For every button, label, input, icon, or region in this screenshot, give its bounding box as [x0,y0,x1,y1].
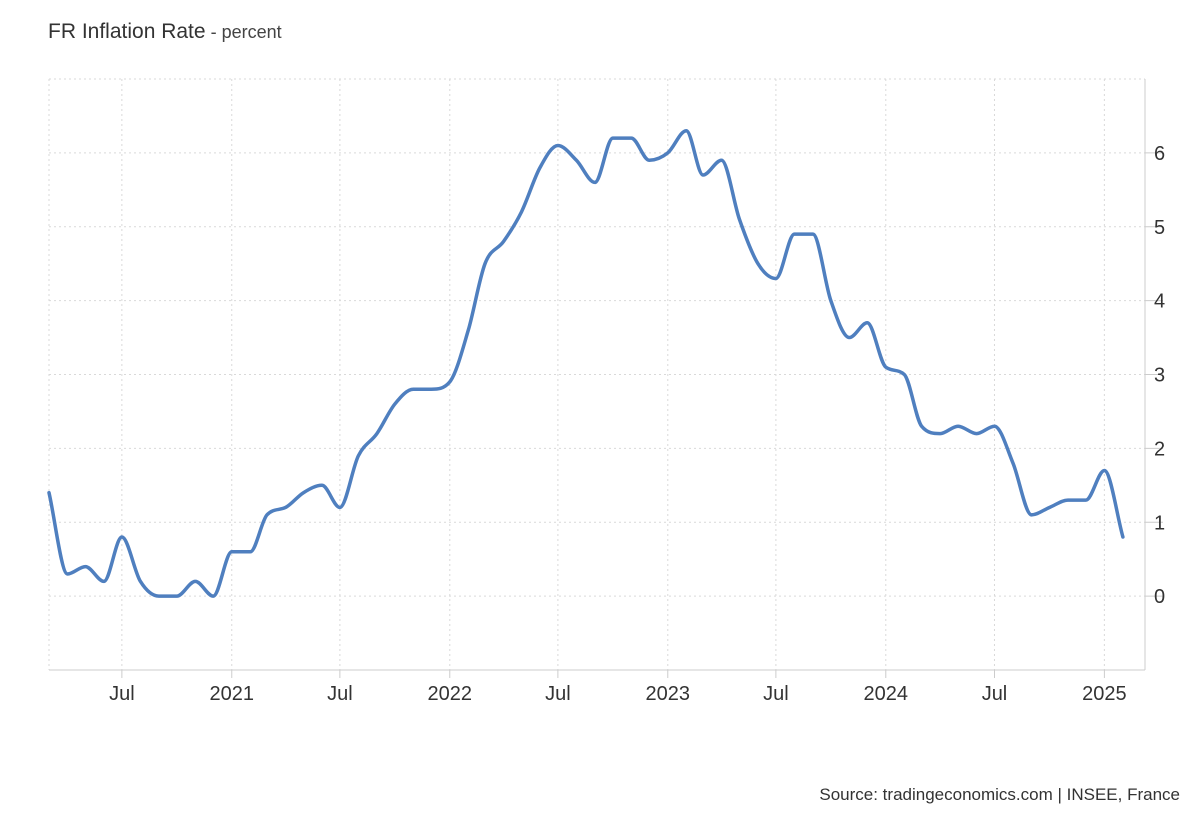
y-tick-label: 3 [1154,365,1165,387]
data-point [629,136,633,140]
x-tick-label: 2023 [646,683,691,705]
data-point [193,579,197,583]
grid-lines [48,78,1145,670]
data-point [1011,461,1015,465]
data-point [574,158,578,162]
data-point [593,180,597,184]
data-point [284,505,288,509]
x-tick-label: Jul [545,683,571,705]
data-point [1102,469,1106,473]
axes [49,79,1163,678]
data-point [375,432,379,436]
data-point [556,143,560,147]
data-point [265,513,269,517]
chart-unit: percent [221,22,282,42]
data-point [83,565,87,569]
x-tick-label: 2021 [210,683,255,705]
x-tick-label: Jul [763,683,789,705]
data-point [429,387,433,391]
data-point [519,210,523,214]
data-point [230,550,234,554]
y-tick-label: 5 [1154,217,1165,239]
data-point [920,424,924,428]
x-tick-label: 2025 [1082,683,1127,705]
chart-title: FR Inflation Rate - percent [48,20,282,44]
data-point [847,336,851,340]
data-point [737,217,741,221]
y-tick-label: 2 [1154,438,1165,460]
inflation-series-line [47,128,1125,598]
tick-labels: 0 1 2 3 4 5 6 Jul 2021 Jul 2022 Jul 2023 Jul 2024 Jul 20… [109,143,1165,705]
y-tick-label: 1 [1154,512,1165,534]
data-point [1084,498,1088,502]
data-point [538,166,542,170]
data-point [175,594,179,598]
data-point [483,262,487,266]
data-point [829,299,833,303]
data-point [647,158,651,162]
data-point [1121,535,1125,539]
data-point [701,173,705,177]
data-point [502,240,506,244]
data-point [975,432,979,436]
data-point [356,454,360,458]
data-point [120,535,124,539]
data-point [666,151,670,155]
data-point [211,594,215,598]
data-point [66,572,70,576]
data-point [393,402,397,406]
data-point [411,387,415,391]
data-point [720,158,724,162]
data-point [992,424,996,428]
data-point [157,594,161,598]
data-point [466,328,470,332]
y-tick-label: 4 [1154,291,1165,313]
data-point [102,579,106,583]
x-tick-label: Jul [982,683,1008,705]
data-point [1030,513,1034,517]
data-point [865,321,869,325]
data-point [792,232,796,236]
data-point [938,432,942,436]
series-layer [47,128,1125,598]
x-tick-label: Jul [109,683,135,705]
data-point [884,365,888,369]
source-note: Source: tradingeconomics.com | INSEE, Fr… [819,785,1180,804]
x-tick-label: Jul [327,683,353,705]
data-point [684,129,688,133]
data-point [320,483,324,487]
data-point [248,550,252,554]
data-point [1066,498,1070,502]
chart-title-text: FR Inflation Rate [48,20,206,43]
x-tick-label: 2022 [428,683,473,705]
data-point [47,491,51,495]
series-points [47,129,1125,598]
data-point [1047,505,1051,509]
data-point [902,373,906,377]
data-point [756,262,760,266]
data-point [956,424,960,428]
y-tick-label: 0 [1154,586,1165,608]
data-point [448,380,452,384]
chart-unit-separator: - [205,22,222,42]
data-point [138,579,142,583]
data-point [611,136,615,140]
data-point [774,276,778,280]
data-point [811,232,815,236]
y-tick-label: 6 [1154,143,1165,165]
data-point [338,505,342,509]
x-tick-label: 2024 [864,683,909,705]
data-point [301,491,305,495]
